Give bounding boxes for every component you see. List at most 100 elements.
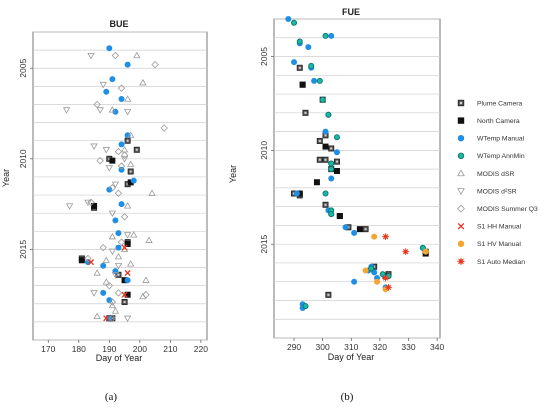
bue-point-modis-dsr	[139, 78, 147, 86]
fue-point-plume-camera	[333, 158, 340, 165]
bue-point-modis-dsr	[102, 278, 110, 285]
bue-point-modis-d2sr	[99, 81, 107, 89]
bue-point-modis-d2sr	[111, 181, 120, 188]
bue-point-modis-summer-q3	[96, 156, 104, 165]
bue-point-wtemp-manual	[100, 289, 107, 296]
bue-subfigure-label: (a)	[105, 391, 118, 403]
bue-point-modis-dsr	[111, 307, 120, 314]
fue-point-plume-camera	[296, 64, 303, 71]
bue-plot-frame	[32, 31, 208, 341]
fue-point-wtemp-manual	[291, 59, 298, 66]
bue-y-tick-label: 2010	[18, 149, 28, 168]
bue-point-modis-dsr	[123, 95, 132, 102]
bue-point-wtemp-manual	[106, 186, 113, 193]
fue-point-wtemp-manual	[285, 15, 292, 22]
legend-marker-wtemp-annmin	[457, 152, 465, 159]
bue-point-north-camera	[78, 257, 85, 264]
bue-point-wtemp-manual	[115, 230, 122, 237]
bue-point-modis-summer-q3	[108, 298, 117, 306]
fue-series-wtemp-annmin	[291, 19, 426, 310]
legend-marker-north-camera	[457, 117, 465, 124]
legend-marker-s1-hv-manual	[457, 240, 465, 247]
legend-label: Plume Camera	[477, 100, 523, 107]
bue-point-modis-dsr	[108, 301, 117, 309]
bue-point-wtemp-manual	[112, 268, 119, 275]
legend-label: S1 HV Manual	[477, 241, 521, 248]
fue-point-north-camera	[336, 213, 343, 220]
bue-x-tick-label: 210	[163, 344, 177, 354]
fue-point-wtemp-manual	[351, 278, 358, 285]
bue-point-north-camera	[109, 157, 116, 164]
bue-point-plume-camera	[124, 137, 131, 144]
fue-point-wtemp-manual	[305, 44, 312, 51]
fue-y-tick-label: 2010	[259, 141, 269, 160]
bue-x-axis-label: Day of Year	[96, 353, 143, 363]
bue-point-modis-summer-q3	[87, 198, 95, 206]
legend-label: MODIS d²SR	[477, 188, 517, 195]
fue-point-s1-hv-manual	[422, 248, 429, 255]
fue-point-s1-auto-median	[382, 233, 390, 241]
bue-point-modis-summer-q3	[151, 60, 159, 69]
fue-point-wtemp-manual	[351, 229, 358, 236]
bue-point-wtemp-manual	[115, 244, 122, 251]
fue-y-tick-label: 2005	[259, 47, 269, 66]
legend-marker-s1-hh-manual	[457, 222, 465, 230]
bue-point-modis-d2sr	[87, 52, 95, 60]
bue-point-modis-dsr	[145, 236, 153, 243]
bue-point-modis-d2sr	[102, 147, 110, 154]
fue-point-wtemp-annmin	[328, 166, 335, 173]
bue-point-wtemp-manual	[124, 277, 131, 284]
bue-point-modis-summer-q3	[120, 213, 129, 221]
bue-point-modis-dsr	[102, 256, 110, 263]
bue-point-modis-dsr	[93, 312, 101, 320]
bue-series-modis-summer-q3	[84, 51, 168, 322]
fue-point-wtemp-annmin	[379, 271, 386, 278]
fue-point-s1-hv-manual	[362, 267, 369, 274]
bue-point-modis-d2sr	[90, 143, 98, 150]
bue-point-modis-d2sr	[96, 107, 104, 114]
bue-point-modis-summer-q3	[117, 84, 126, 92]
fue-point-plume-camera	[302, 109, 309, 116]
fue-point-wtemp-annmin	[328, 160, 335, 167]
fue-point-s1-auto-median	[385, 283, 392, 291]
bue-point-modis-d2sr	[123, 232, 132, 239]
fue-point-north-camera	[313, 179, 320, 186]
legend-marker-modis-d2sr	[457, 188, 465, 196]
bue-point-plume-camera	[121, 298, 128, 305]
bue-point-wtemp-manual	[124, 61, 131, 68]
bue-point-wtemp-manual	[112, 217, 119, 224]
fue-point-plume-camera	[328, 145, 335, 152]
fue-point-s1-hv-manual	[374, 278, 381, 285]
bue-point-s1-hh-manual	[121, 291, 128, 298]
legend-marker-plume-camera	[457, 99, 465, 107]
fue-point-wtemp-annmin	[308, 62, 315, 69]
bue-point-modis-d2sr	[114, 263, 123, 270]
bue-point-modis-summer-q3	[108, 184, 117, 192]
bue-y-tick-label: 2005	[18, 59, 28, 78]
bue-point-modis-dsr	[133, 51, 141, 59]
bue-title: BUE	[109, 19, 128, 29]
fue-point-wtemp-annmin	[302, 303, 309, 310]
bue-point-modis-summer-q3	[105, 281, 114, 290]
fue-point-wtemp-annmin	[368, 265, 375, 272]
fue-point-plume-camera	[316, 156, 323, 163]
fue-x-tick-label: 320	[373, 342, 387, 352]
fue-x-tick-label: 330	[401, 342, 415, 352]
bue-point-modis-d2sr	[90, 290, 98, 297]
bue-point-north-camera	[124, 240, 131, 247]
fue-y-axis-label: Year	[228, 165, 238, 183]
bue-point-modis-d2sr	[65, 203, 74, 210]
bue-x-tick-label: 200	[133, 344, 147, 354]
bue-point-modis-dsr	[108, 106, 117, 113]
fue-title: FUE	[342, 7, 360, 17]
bue-point-wtemp-manual	[130, 177, 137, 184]
legend-label: MODIS dSR	[477, 171, 514, 178]
fue-panel: FUE Year Day of Year (b) 290 300 310 320 330…	[228, 7, 444, 403]
bue-point-wtemp-manual	[100, 262, 107, 269]
bue-point-modis-dsr	[127, 131, 135, 138]
fue-point-wtemp-annmin	[325, 111, 332, 118]
bue-point-modis-d2sr	[123, 315, 132, 323]
fue-point-wtemp-manual	[322, 128, 329, 135]
bue-point-wtemp-manual	[118, 96, 125, 103]
